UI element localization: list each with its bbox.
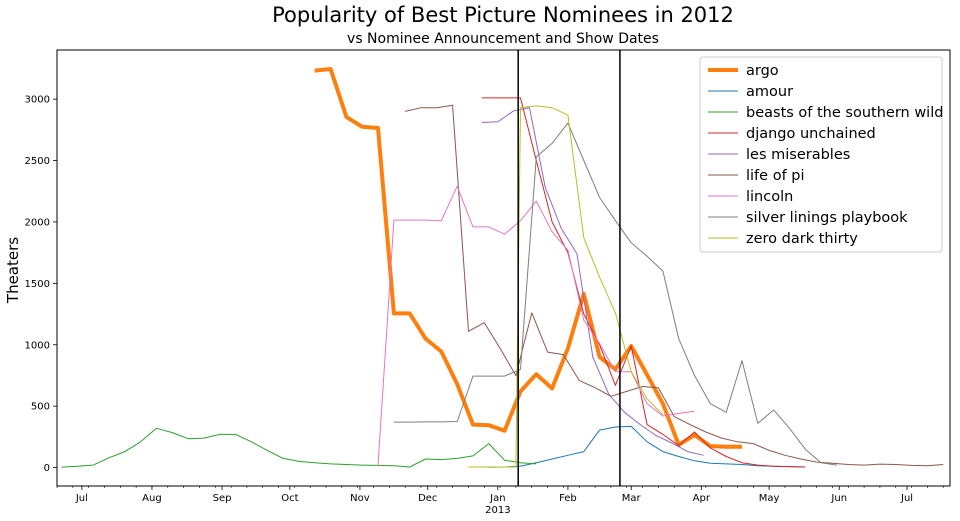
y-axis-label: Theaters [4, 237, 22, 304]
legend-label: beasts of the southern wild [746, 105, 943, 121]
series-line-beasts-of-the-southern-wild [61, 427, 537, 468]
series-group [61, 67, 944, 468]
x-tick-label: Oct [281, 493, 298, 504]
x-tick-label: Dec [418, 493, 437, 504]
legend-label: zero dark thirty [746, 231, 858, 247]
y-tick-label: 3000 [25, 95, 50, 106]
y-tick-label: 1500 [25, 279, 50, 290]
legend-label: amour [746, 84, 793, 100]
y-tick-label: 0 [44, 463, 50, 474]
x-tick-label: Mar [622, 493, 642, 504]
legend-label: les miserables [746, 147, 850, 163]
x-tick-label: Jul [900, 493, 913, 504]
legend-label: django unchained [746, 126, 876, 142]
x-tick-label: Jul [75, 493, 88, 504]
series-line-lincoln [377, 185, 695, 466]
series-line-amour [488, 425, 806, 468]
x-tick-label: Sep [213, 493, 232, 504]
series-line-silver-linings-playbook [393, 122, 838, 466]
x-tick-label: Aug [142, 493, 162, 504]
y-tick-label: 1000 [25, 340, 50, 351]
legend-label: lincoln [746, 189, 793, 205]
chart-title: Popularity of Best Picture Nominees in 2… [272, 3, 734, 27]
legend-label: life of pi [746, 168, 805, 184]
x-tick-label: Jan [489, 493, 505, 504]
x-tick-label: Jun [830, 493, 847, 504]
legend: argo amour beasts of the southern wild djan… [699, 56, 943, 253]
x-year-label: 2013 [485, 505, 510, 516]
series-line-life-of-pi [405, 104, 944, 467]
legend-box [699, 56, 943, 253]
series-line-zero-dark-thirty [468, 105, 664, 468]
series-line-les-miserables [481, 107, 704, 456]
x-tick-label: Feb [559, 493, 577, 504]
y-tick-label: 500 [31, 402, 50, 413]
x-tick-label: May [759, 493, 780, 504]
y-tick-label: 2500 [25, 156, 50, 167]
x-tick-label: Nov [350, 493, 370, 504]
x-tick-label: Apr [693, 493, 711, 504]
chart-subtitle: vs Nominee Announcement and Show Dates [347, 31, 659, 47]
y-tick-label: 2000 [25, 217, 50, 228]
series-line-django-unchained [482, 97, 806, 468]
series-line-argo [314, 67, 742, 449]
legend-label: argo [746, 63, 779, 79]
legend-label: silver linings playbook [746, 210, 908, 226]
